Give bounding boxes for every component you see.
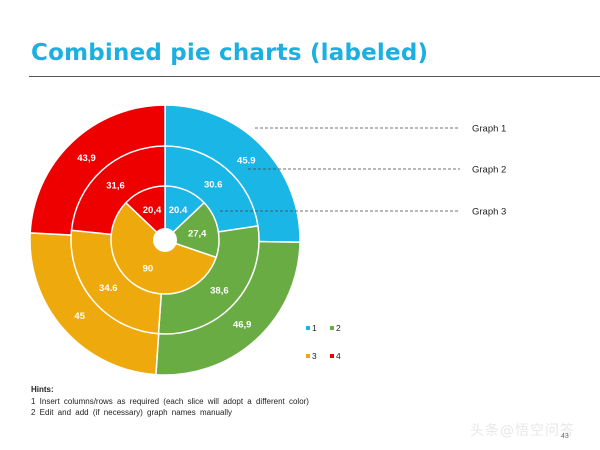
value-label-ring3-cat2: 27,4	[188, 228, 207, 239]
value-label-ring1-cat1: 45.9	[237, 156, 256, 167]
legend: 1 2 3 4	[306, 323, 341, 361]
hint-line-1: 1 Insert columns/rows as required (each …	[31, 396, 309, 408]
value-label-ring2-cat2: 38,6	[210, 286, 229, 297]
legend-swatch-3	[306, 354, 310, 358]
legend-swatch-4	[330, 354, 334, 358]
series-name-3: Graph 3	[472, 207, 506, 218]
legend-label-1: 1	[312, 323, 317, 333]
series-name-1: Graph 1	[472, 124, 506, 135]
hints-box: Hints: 1 Insert columns/rows as required…	[31, 384, 309, 419]
page-number: 43	[561, 433, 569, 440]
series-name-2: Graph 2	[472, 165, 506, 176]
legend-label-4: 4	[336, 351, 341, 361]
watermark: 头条@悟空问答	[470, 420, 575, 440]
pie-center-hole	[153, 228, 177, 252]
value-label-ring1-cat3: 45	[74, 311, 85, 322]
hint-line-2: 2 Edit and add (if necessary) graph name…	[31, 407, 309, 419]
legend-label-2: 2	[336, 323, 341, 333]
value-label-ring1-cat2: 46,9	[233, 319, 252, 330]
legend-swatch-1	[306, 326, 310, 330]
value-label-ring2-cat1: 30.6	[204, 179, 223, 190]
value-label-ring3-cat1: 20.4	[169, 205, 188, 216]
value-label-ring3-cat3: 90	[143, 264, 154, 275]
value-label-ring2-cat4: 31,6	[106, 181, 125, 192]
legend-swatch-2	[330, 326, 334, 330]
value-label-ring1-cat4: 43,9	[77, 153, 96, 164]
value-label-ring2-cat3: 34.6	[99, 283, 118, 294]
value-label-ring3-cat4: 20,4	[143, 205, 162, 216]
legend-label-3: 3	[312, 351, 317, 361]
hints-title: Hints:	[31, 384, 309, 396]
